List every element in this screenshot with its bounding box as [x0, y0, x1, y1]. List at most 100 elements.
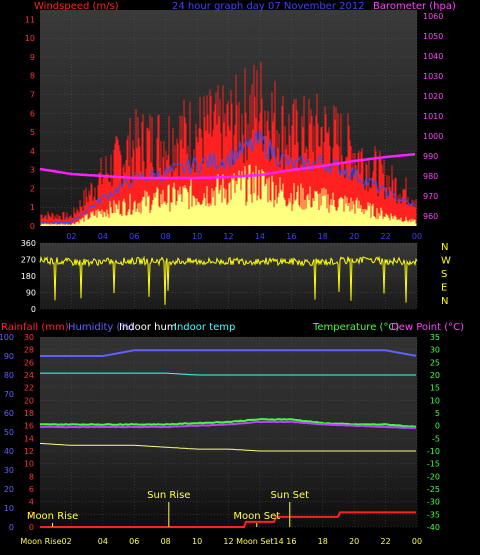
compass-label-n: N: [441, 242, 448, 253]
wind-x-tick: 02: [66, 232, 76, 241]
baro-y-tick: 1050: [423, 32, 443, 41]
wind-x-tick: 22: [380, 232, 390, 241]
wind-x-tick: 16: [286, 232, 296, 241]
humidity-y-tick: 20: [4, 485, 14, 494]
rain-y-tick: 14: [24, 434, 34, 443]
temp-y-tick: -30: [427, 498, 440, 507]
sun-set-label: Sun Set: [270, 490, 309, 501]
bottom-x-tick: 12: [223, 537, 233, 546]
legend-indoor_hum: Indoor hum: [119, 322, 177, 333]
moon-set-label: Moon Set: [233, 511, 280, 522]
compass-label-w: W: [441, 256, 451, 267]
humidity-y-tick: 0: [9, 523, 14, 532]
wind-y-tick: 0: [30, 222, 35, 231]
indoor-hum-line: [39, 442, 416, 452]
rain-y-tick: 16: [24, 422, 34, 431]
wind-y-tick: 1: [30, 203, 35, 212]
baro-y-tick: 1000: [423, 132, 443, 141]
rainfall-line: [40, 511, 416, 528]
rain-y-tick: 22: [24, 384, 34, 393]
temperature-line: [40, 417, 417, 428]
wind-y-tick: 4: [30, 147, 35, 156]
moon-rise-label: Moon Rise: [27, 511, 78, 522]
temp-y-tick: 20: [430, 371, 440, 380]
wind-x-tick: 08: [161, 232, 171, 241]
temp-y-tick: 5: [435, 409, 440, 418]
temp-y-tick: -15: [427, 460, 440, 469]
temp-y-tick: -35: [427, 510, 440, 519]
wind-axis-title: Windspeed (m/s): [34, 1, 119, 12]
barometer-axis-title: Barometer (hpa): [373, 1, 456, 12]
rain-y-tick: 4: [29, 498, 34, 507]
bottom-x-tick: 06: [129, 537, 139, 546]
baro-y-tick: 960: [423, 212, 438, 221]
bottom-x-tick: 08: [161, 537, 171, 546]
wind-y-tick: 5: [30, 128, 35, 137]
temp-y-tick: 25: [430, 358, 440, 367]
average-wind-line: [40, 130, 417, 224]
humidity-y-tick: 100: [0, 333, 14, 342]
rain-y-tick: 18: [24, 409, 34, 418]
wind-y-tick: 9: [30, 53, 35, 62]
humidity-y-tick: 30: [4, 466, 14, 475]
bottom-x-tick: 20: [349, 537, 359, 546]
bottom-x-tick: 18: [318, 537, 328, 546]
temp-y-tick: -20: [427, 472, 440, 481]
legend-indoor_temp: Indoor temp: [174, 322, 235, 333]
temp-y-tick: -25: [427, 485, 440, 494]
baro-y-tick: 1030: [423, 72, 443, 81]
temp-y-tick: -10: [427, 447, 440, 456]
rain-y-tick: 10: [24, 460, 34, 469]
dir-y-tick: 0: [31, 305, 36, 314]
compass-label-s: S: [441, 269, 447, 280]
humidity-y-tick: 70: [4, 390, 14, 399]
wind-x-tick: 14: [255, 232, 265, 241]
baro-y-tick: 1020: [423, 92, 443, 101]
rain-y-tick: 24: [24, 371, 34, 380]
temp-y-tick: 10: [430, 396, 440, 405]
wind-x-tick: 06: [129, 232, 139, 241]
temp-y-tick: 0: [435, 422, 440, 431]
compass-label-e: E: [441, 283, 447, 294]
humidity-y-tick: 50: [4, 428, 14, 437]
temp-y-tick: 35: [430, 333, 440, 342]
humidity-y-tick: 40: [4, 447, 14, 456]
temp-y-tick: 15: [430, 384, 440, 393]
rain-y-tick: 2: [29, 510, 34, 519]
wind-x-tick: 12: [223, 232, 233, 241]
wind-x-tick: 04: [98, 232, 108, 241]
wind-x-tick: 20: [349, 232, 359, 241]
legend-humidity: Humidity (%): [68, 322, 134, 333]
bottom-x-tick: Moon Set14: [236, 537, 284, 546]
wind-y-tick: 10: [25, 34, 35, 43]
dir-y-tick: 360: [21, 239, 36, 248]
temp-y-tick: -5: [432, 434, 440, 443]
wind-x-tick: 18: [318, 232, 328, 241]
bottom-x-tick: Moon Rise02: [20, 537, 71, 546]
rain-y-tick: 26: [24, 358, 34, 367]
humidity-y-tick: 80: [4, 371, 14, 380]
compass-label-n: N: [441, 296, 448, 307]
temp-panel-background: [40, 337, 417, 527]
dir-y-tick: 270: [21, 256, 36, 265]
indoor-temp-line: [40, 372, 416, 376]
baro-y-tick: 1040: [423, 52, 443, 61]
wind-y-tick: 7: [30, 91, 35, 100]
barometer-line: [39, 152, 416, 180]
wind-x-tick: 00: [412, 232, 422, 241]
dir-y-tick: 180: [21, 272, 36, 281]
humidity-y-tick: 90: [4, 352, 14, 361]
temp-y-tick: 30: [430, 346, 440, 355]
temp-y-tick: -40: [427, 523, 440, 532]
legend-temperature: Temperature (°C): [312, 322, 399, 333]
rain-y-tick: 8: [29, 472, 34, 481]
rain-y-tick: 20: [24, 396, 34, 405]
baro-y-tick: 1010: [423, 112, 443, 121]
humidity-y-tick: 10: [4, 504, 14, 513]
baro-y-tick: 990: [423, 152, 438, 161]
bottom-x-tick: 16: [286, 537, 296, 546]
dewpoint-line: [39, 420, 417, 430]
baro-y-tick: 970: [423, 192, 438, 201]
